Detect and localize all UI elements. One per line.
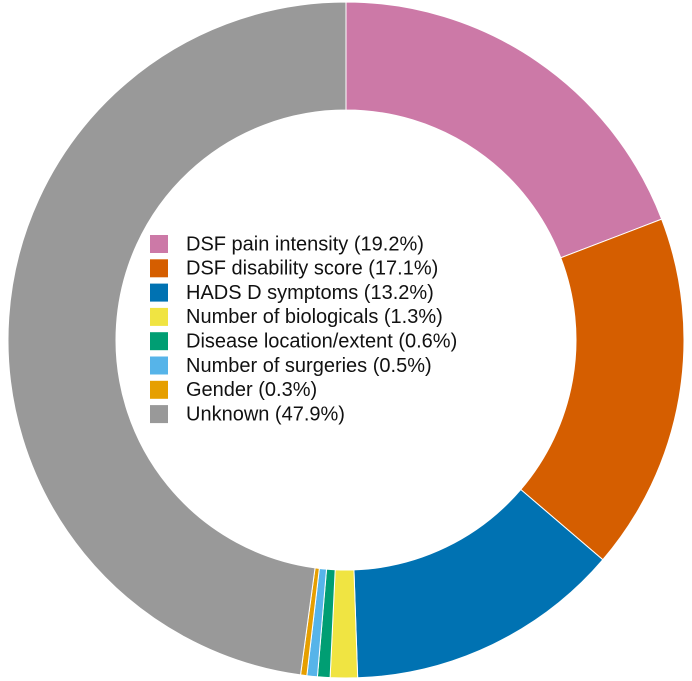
legend-swatch bbox=[150, 307, 168, 326]
legend-swatch bbox=[150, 332, 168, 351]
legend-swatch bbox=[150, 235, 168, 253]
slice bbox=[345, 1, 663, 259]
legend-label: Number of biologicals (1.3%) bbox=[186, 306, 443, 328]
legend-swatch bbox=[150, 405, 168, 424]
legend-label: Number of surgeries (0.5%) bbox=[186, 355, 432, 377]
legend-label: DSF pain intensity (19.2%) bbox=[186, 233, 424, 255]
legend-swatch bbox=[150, 356, 168, 375]
legend-swatch bbox=[150, 283, 168, 302]
legend-label: DSF disability score (17.1%) bbox=[186, 258, 438, 280]
legend-swatch bbox=[150, 259, 168, 278]
legend-label: Gender (0.3%) bbox=[186, 379, 317, 401]
legend-label: HADS D symptoms (13.2%) bbox=[186, 282, 434, 304]
slice bbox=[520, 218, 685, 561]
legend-swatch bbox=[150, 380, 168, 399]
legend-label: Disease location/extent (0.6%) bbox=[186, 330, 457, 352]
legend-label: Unknown (47.9%) bbox=[186, 403, 345, 425]
slice bbox=[7, 1, 347, 676]
